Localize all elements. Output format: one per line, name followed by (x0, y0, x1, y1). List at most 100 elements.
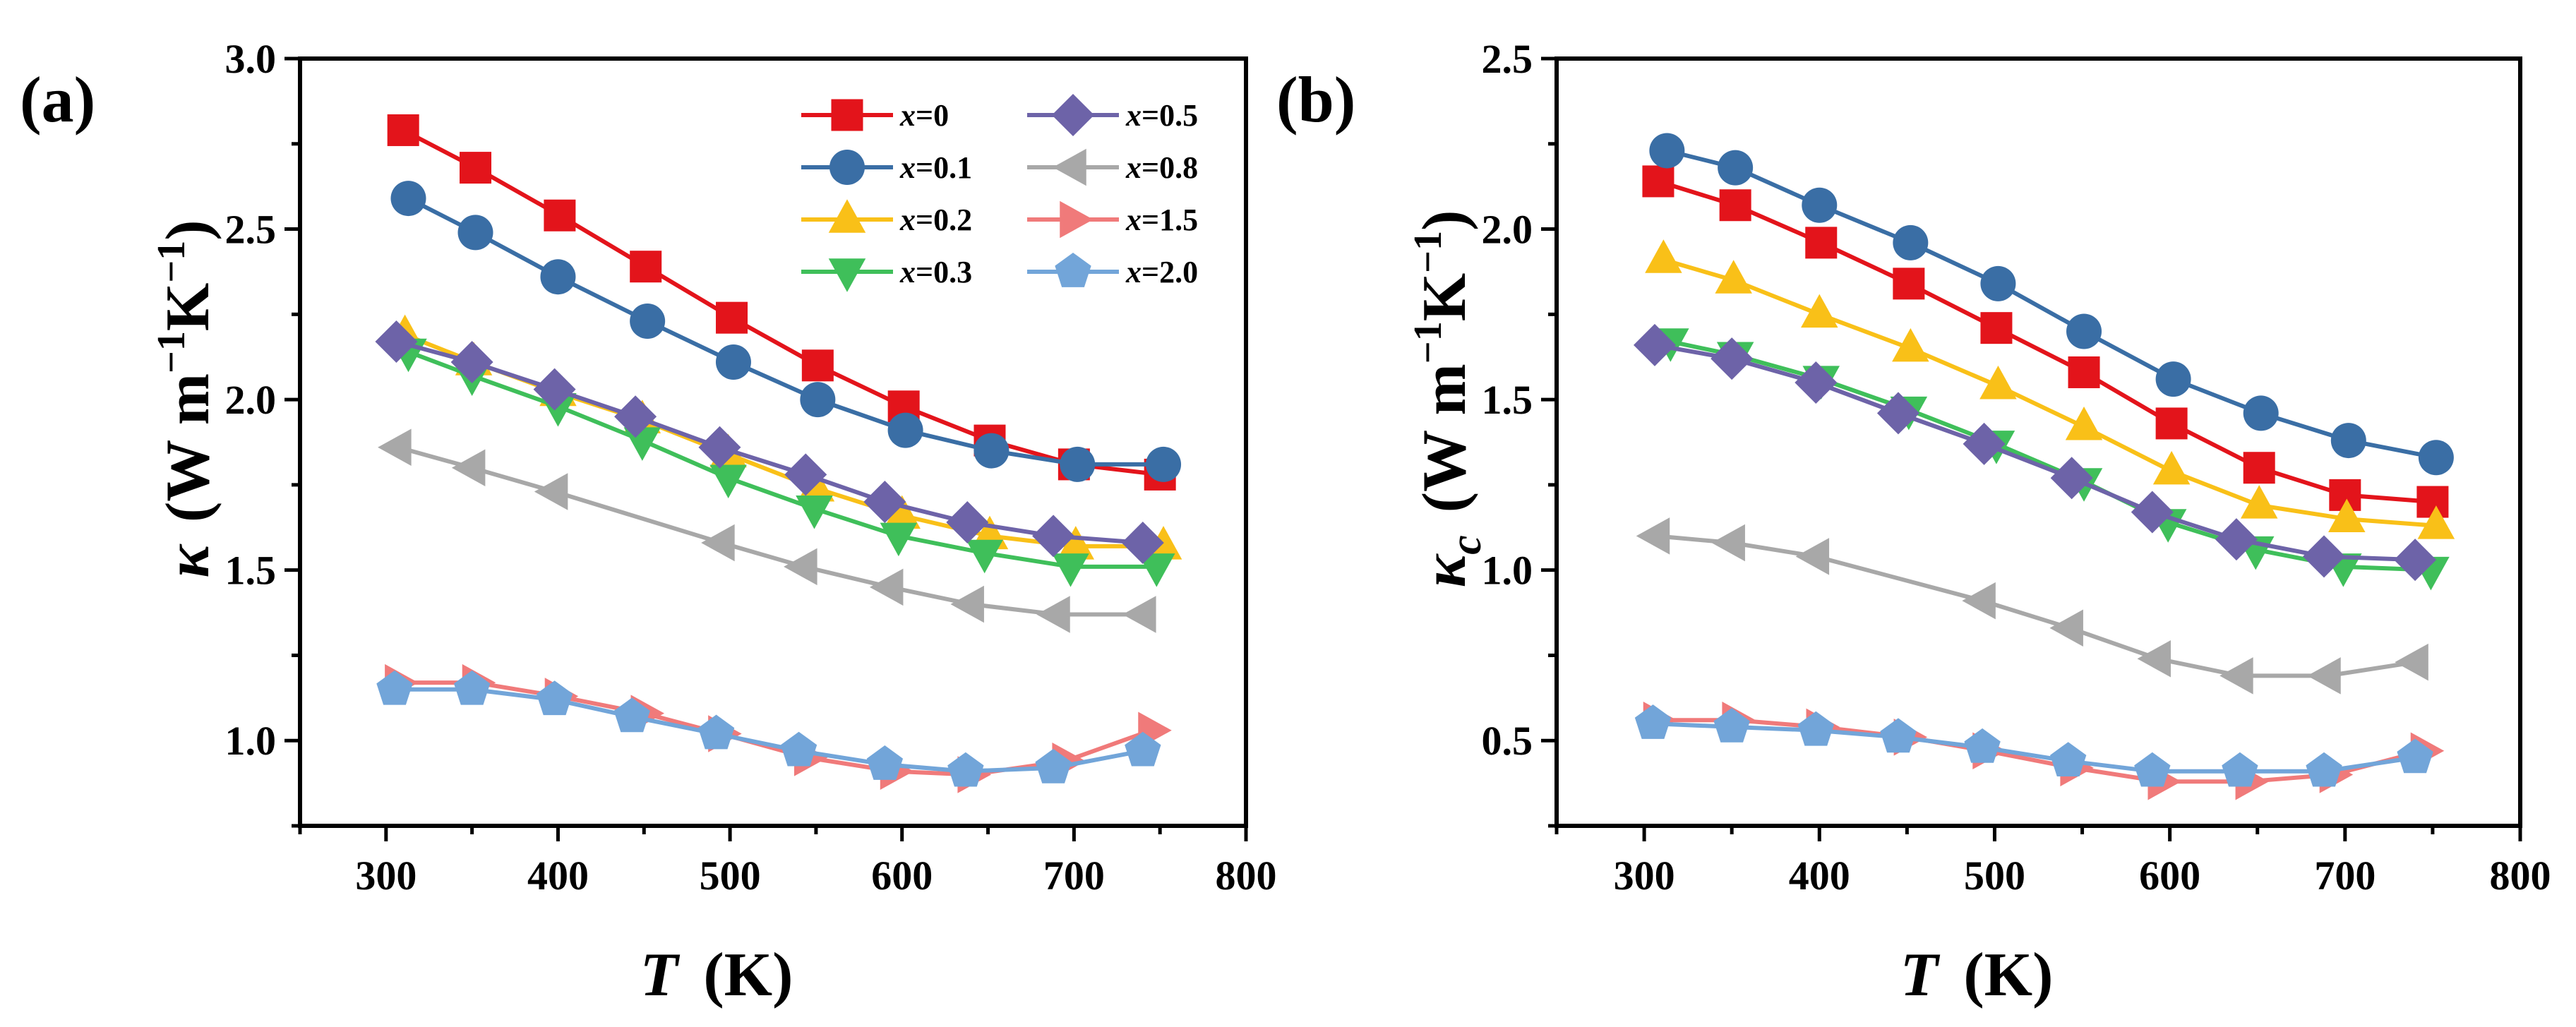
panel-b-series-line (1666, 148, 2437, 460)
panel-b-xtick-label: 800 (2490, 853, 2551, 899)
legend-label: x=0.8 (1125, 150, 1198, 185)
panel-a-data-point (801, 349, 834, 382)
panel-a-xtick-label: 700 (1043, 853, 1105, 899)
panel-b-data-point (2065, 407, 2103, 440)
panel-a-ylabel-symbol: κ (154, 543, 222, 578)
panel-a-data-point (1121, 522, 1164, 565)
panel-a-data-point (698, 426, 741, 469)
panel-a-data-point (1146, 446, 1182, 482)
panel-a-data-point (614, 395, 657, 438)
panel-b-label: (b) (1276, 64, 1355, 136)
panel-b-data-point (2050, 457, 2093, 500)
panel-a-data-point (613, 697, 650, 733)
panel-b-data-point (1880, 718, 1917, 753)
legend-label: x=0.5 (1125, 98, 1198, 133)
panel-a-ylabel-unit-3: ) (154, 220, 222, 240)
panel-a-data-point (623, 427, 661, 461)
panel-a-data-point (887, 412, 923, 448)
panel-a-series-line (395, 340, 1144, 546)
panel-a-label: (a) (20, 64, 95, 136)
panel-a-data-point (1032, 515, 1075, 558)
panel-a: (a) κ (W m−1K−1) T (K) 300 400 500 600 700 80… (20, 36, 1277, 1009)
legend-swatch-marker (829, 150, 865, 185)
panel-b-data-point (1718, 150, 1754, 186)
panel-a-data-point (540, 259, 576, 295)
panel-a-series-x-2_0 (376, 670, 1161, 787)
panel-a-data-point (780, 731, 817, 767)
panel-b-data-point (2395, 643, 2428, 681)
legend-swatch-marker (828, 199, 866, 233)
panel-b-data-point (1719, 189, 1751, 222)
panel-a-series-x-0_1 (390, 181, 1182, 482)
panel-b-data-point (2222, 752, 2258, 787)
panel-a-data-point (709, 464, 747, 498)
panel-b-series-line (1654, 342, 2416, 563)
panel-a-xlabel: T (K) (640, 941, 793, 1009)
panel-a-data-point (1138, 553, 1175, 587)
panel-b-data-point (1633, 323, 1676, 366)
panel-b-ylabel-unit-3: ) (1410, 210, 1479, 231)
legend-swatch-marker (1052, 94, 1094, 136)
panel-b-data-point (2050, 742, 2087, 777)
panel-b-data-point (2219, 657, 2253, 695)
panel-b-data-point (2330, 423, 2366, 459)
panel-b-data-point (2066, 313, 2102, 349)
panel-b-ytick-label: 0.5 (1482, 718, 1533, 764)
panel-b-ylabel: κc (W m−1K−1) (1406, 210, 1490, 588)
panel-b-series-x-0 (1642, 165, 2449, 518)
panel-b-xlabel: T (K) (1900, 941, 2054, 1009)
legend-entry-x-1_5: x=1.5 (1027, 200, 1198, 239)
panel-a-series-line (402, 128, 1161, 477)
legend-swatch-marker (828, 258, 866, 292)
legend-swatch-marker (1060, 200, 1094, 239)
panel-b-data-point (1893, 268, 1925, 300)
panel-a-ylabel: κ (W m−1K−1) (150, 220, 222, 577)
panel-b-ylabel-unit-2: K (1410, 273, 1479, 321)
panel-b-ylabel-sup-1: −1 (1406, 321, 1450, 364)
panel-a-ylabel-unit-1: (W m (154, 373, 222, 522)
panel-b-data-point (1795, 538, 1830, 575)
panel-b-data-point (1893, 224, 1929, 260)
panel-b-data-point (2397, 738, 2433, 774)
panel-b-data-point (1802, 187, 1838, 223)
panel-a-data-point (715, 344, 751, 380)
panel-a-data-point (387, 114, 419, 146)
panel-a-data-point (863, 481, 906, 524)
panel-a-series-line (407, 349, 1157, 569)
panel-b-data-point (1711, 524, 1745, 562)
panel-a-xlabel-unit: (K) (703, 941, 793, 1009)
panel-a-data-point (800, 382, 836, 418)
panel-a-xtick-label: 300 (355, 853, 417, 899)
legend-entry-x-0_2: x=0.2 (801, 199, 972, 237)
panel-b-data-point (2328, 498, 2366, 532)
panel-b-ylabel-symbol: κ (1410, 553, 1479, 587)
panel-b-xlabel-symbol: T (1900, 941, 1941, 1009)
panel-a-axes-frame (298, 56, 1248, 828)
panel-b-data-point (1979, 366, 2017, 400)
panel-b-series-x-0_8 (1636, 517, 2428, 695)
panel-b-data-point (1797, 711, 1834, 746)
panel-a-series-x-0_5 (375, 320, 1164, 565)
panel-b-data-point (2303, 535, 2346, 578)
panel-a-data-point (883, 495, 921, 529)
panel-a-data-point (450, 340, 493, 383)
panel-a-data-point (533, 368, 576, 411)
panel-a-data-point (390, 181, 426, 217)
panel-b-ytick-label: 2.5 (1482, 36, 1533, 82)
panel-b-data-point (1636, 517, 1670, 555)
panel-b-ylabel-unit-1: (W m (1410, 364, 1479, 512)
panel-b-data-point (2240, 485, 2278, 519)
panel-b-data-point (2243, 395, 2279, 431)
panel-b-data-point (2243, 452, 2275, 484)
panel-a-data-point (457, 215, 493, 251)
panel-a-series-line (407, 196, 1164, 467)
panel-b-data-point (1801, 294, 1838, 328)
panel-a-data-point (1036, 596, 1070, 633)
panel-a-series-x-0_2 (386, 314, 1182, 560)
panel-b-data-point (1980, 265, 2016, 301)
panel-b-data-point (2306, 752, 2342, 787)
panel-a-data-point (716, 301, 748, 334)
panel-b-data-point (1964, 728, 2001, 763)
panel-b-series-line (1670, 340, 2431, 572)
